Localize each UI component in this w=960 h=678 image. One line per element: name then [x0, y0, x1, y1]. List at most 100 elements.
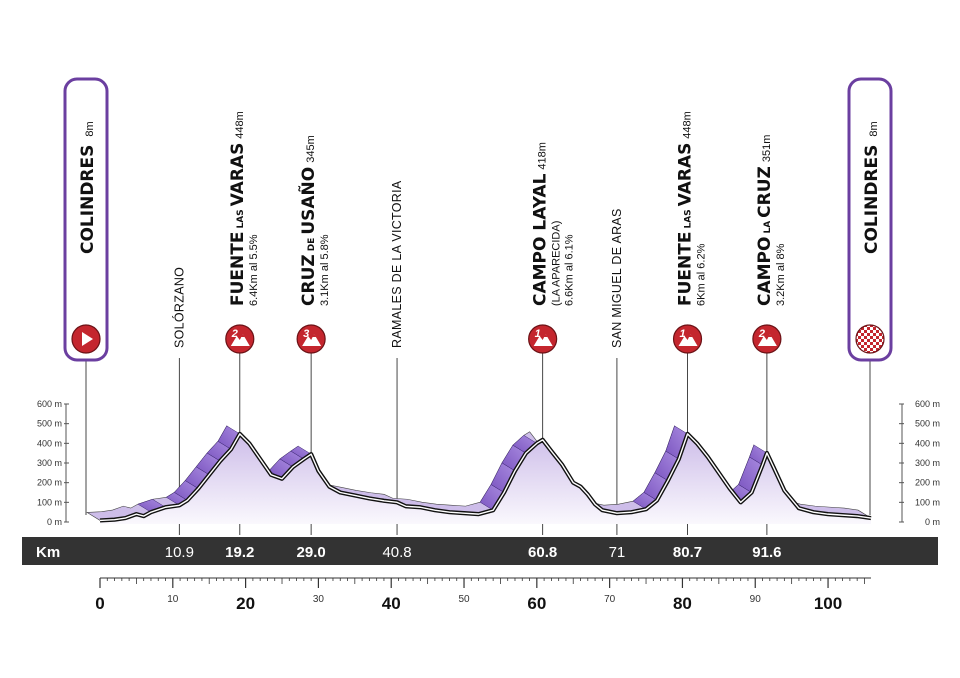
category-badge	[672, 324, 703, 354]
y-tick-label-left: 300 m	[37, 458, 62, 468]
km-bar: Km 10.9 19.2 29.0 40.8 60.8 71 80.7 91.6	[22, 537, 938, 565]
climb-subtitle: (LA APARECIDA)	[551, 221, 563, 306]
distance-axis: 0 10 20 30 40 50 60 70 80 90 100	[95, 577, 871, 613]
y-tick-label-left: 200 m	[37, 478, 62, 488]
km-bar-title: Km	[36, 544, 60, 561]
climb-elevation: 418m	[537, 142, 549, 170]
km-bar-value: 29.0	[297, 544, 326, 561]
x-tick-label: 50	[458, 594, 470, 605]
category-number: 1	[679, 328, 685, 340]
play-icon	[82, 332, 93, 346]
y-tick-label-left: 0 m	[47, 517, 62, 527]
climb-name-connector: LA	[763, 221, 773, 234]
category-badge	[528, 324, 558, 354]
x-tick-label: 40	[382, 594, 401, 613]
climb-info-label: 6Km al 6.2%	[696, 243, 708, 306]
climb-name-connector: DE	[307, 238, 317, 252]
climb-name-part: FUENTE	[228, 232, 248, 306]
climb-name-part: FUENTE	[676, 232, 696, 306]
climb-info-label: 3.2Km al 8%	[775, 243, 787, 306]
climb-info-label: 6.6Km al 6.1%	[564, 234, 576, 306]
climb-info: 3.2Km al 8%	[775, 243, 787, 306]
climb-name-label: CAMPO LAYAL 418m	[531, 142, 551, 306]
place-label: SAN MIGUEL DE ARAS	[610, 208, 624, 348]
climb-info: 6.4Km al 5.5%	[248, 234, 260, 306]
flag-frame	[847, 77, 893, 362]
flag-elevation: 8m	[868, 121, 880, 136]
climb-elevation: 351m	[761, 135, 773, 163]
km-bar-value: 60.8	[528, 544, 557, 561]
y-tick-label-right: 100 m	[915, 497, 940, 507]
place-name: SAN MIGUEL DE ARAS	[610, 208, 624, 348]
mountain-snow-icon	[312, 334, 317, 337]
x-tick-label: 70	[604, 594, 616, 605]
category-number: 2	[758, 328, 765, 340]
climb-elevation: 448m	[234, 111, 246, 139]
y-tick-label-left: 100 m	[37, 497, 62, 507]
x-tick-label: 0	[95, 594, 104, 613]
flag-town-name: COLINDRES	[78, 145, 98, 254]
climb-name-label: CAMPO LA CRUZ 351m	[755, 135, 775, 306]
x-tick-label: 30	[313, 594, 325, 605]
y-tick-label-right: 200 m	[915, 478, 940, 488]
y-tick-label-right: 300 m	[915, 458, 940, 468]
climb-info-label: 6.4Km al 5.5%	[248, 234, 260, 306]
category-badge	[752, 324, 782, 354]
mountain-icon	[678, 334, 698, 346]
climb-name-connector: LAS	[236, 209, 246, 228]
climb-name-part: CAMPO LAYAL	[531, 173, 551, 306]
x-tick-label: 60	[527, 594, 546, 613]
elevation-profile	[86, 425, 872, 524]
place-label: RAMALES DE LA VICTORIA	[390, 180, 404, 348]
climb-elevation: 345m	[305, 135, 317, 163]
category-number: 2	[231, 328, 238, 340]
climb-info-label: 3.1Km al 5.8%	[319, 234, 331, 306]
mountain-icon	[757, 334, 777, 346]
start-flag: COLINDRES 8m	[63, 77, 109, 362]
flag-town-name: COLINDRES	[862, 145, 882, 254]
x-tick-label: 10	[167, 594, 179, 605]
mountain-snow-icon	[240, 334, 245, 337]
point-labels: SOLÓRZANO FUENTE LAS VARAS 448m 6.4Km al 5.5%…	[63, 77, 893, 362]
category-badge	[296, 324, 326, 354]
y-tick-label-left: 500 m	[37, 419, 62, 429]
climb-name-part: USAÑO	[296, 167, 319, 235]
mountain-icon	[302, 334, 322, 346]
km-bar-value: 19.2	[225, 544, 254, 561]
climb-subtitle-label: (LA APARECIDA)	[551, 221, 563, 306]
mountain-snow-icon	[688, 334, 693, 337]
flag-elevation: 8m	[84, 121, 96, 136]
place-name: SOLÓRZANO	[171, 267, 186, 348]
climb-name-label: FUENTE LAS VARAS 448m	[228, 111, 248, 306]
category-badge	[225, 324, 255, 354]
flag-label: COLINDRES 8m	[862, 121, 882, 254]
mountain-icon	[230, 334, 250, 346]
climb-name-part: CRUZ	[299, 254, 319, 306]
y-tick-label-right: 0 m	[925, 517, 940, 527]
climb-name-part: VARAS	[228, 143, 248, 207]
climb-name-part: CAMPO	[755, 237, 775, 306]
climb-info: 6Km al 6.2%	[696, 243, 708, 306]
climb-name-connector: LAS	[684, 209, 694, 228]
mountain-snow-icon	[767, 334, 772, 337]
x-tick-label: 80	[673, 594, 692, 613]
flag-frame	[63, 77, 109, 362]
climb-elevation: 448m	[682, 111, 694, 139]
climb-name-part: VARAS	[676, 143, 696, 207]
checkered-flag-icon	[855, 324, 885, 354]
place-name: RAMALES DE LA VICTORIA	[390, 180, 404, 348]
km-bar-background	[22, 537, 938, 565]
category-number: 1	[535, 328, 541, 340]
x-tick-label: 100	[814, 594, 842, 613]
climb-name-label: FUENTE LAS VARAS 448m	[676, 111, 696, 306]
elevation-axes: 600 m 600 m 500 m 500 m 400 m 400 m 300 m 300 m…	[37, 399, 940, 527]
y-tick-label-right: 600 m	[915, 399, 940, 409]
place-label: SOLÓRZANO	[171, 267, 186, 348]
x-tick-label: 90	[750, 594, 762, 605]
profile-outline-inner	[99, 433, 872, 522]
climb-name-part: CRUZ	[755, 166, 775, 218]
point-icons: 2 3 1 1 2	[225, 324, 782, 354]
km-bar-value: 80.7	[673, 544, 702, 561]
km-bar-value: 10.9	[165, 544, 194, 561]
